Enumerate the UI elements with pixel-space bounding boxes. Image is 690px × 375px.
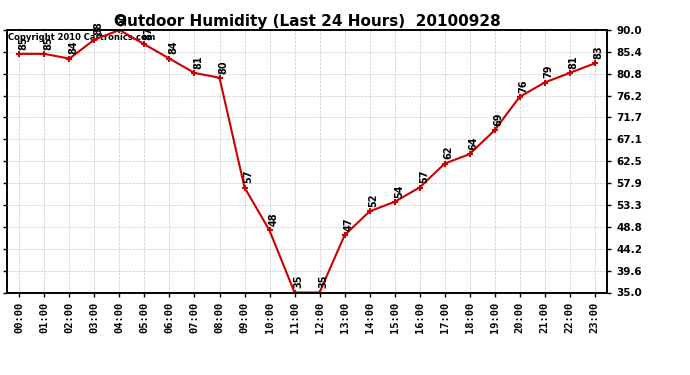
Text: 84: 84 [68, 41, 79, 54]
Text: 57: 57 [419, 170, 428, 183]
Text: 81: 81 [194, 55, 204, 69]
Text: 69: 69 [494, 112, 504, 126]
Text: 57: 57 [244, 170, 254, 183]
Text: 80: 80 [219, 60, 228, 74]
Text: 85: 85 [19, 36, 28, 50]
Text: 79: 79 [544, 65, 554, 78]
Text: 47: 47 [344, 217, 354, 231]
Text: 85: 85 [43, 36, 54, 50]
Text: 90: 90 [119, 12, 128, 26]
Text: 83: 83 [594, 46, 604, 59]
Text: 87: 87 [144, 27, 154, 40]
Title: Outdoor Humidity (Last 24 Hours)  20100928: Outdoor Humidity (Last 24 Hours) 2010092… [114, 14, 500, 29]
Text: 64: 64 [469, 136, 479, 150]
Text: 84: 84 [168, 41, 179, 54]
Text: 76: 76 [519, 79, 529, 93]
Text: 88: 88 [94, 22, 104, 35]
Text: 54: 54 [394, 184, 404, 198]
Text: 35: 35 [319, 275, 328, 288]
Text: 48: 48 [268, 213, 279, 226]
Text: Copyright 2010 Cartronics.com: Copyright 2010 Cartronics.com [8, 33, 155, 42]
Text: 81: 81 [569, 55, 579, 69]
Text: 35: 35 [294, 275, 304, 288]
Text: 52: 52 [368, 194, 379, 207]
Text: 62: 62 [444, 146, 454, 159]
